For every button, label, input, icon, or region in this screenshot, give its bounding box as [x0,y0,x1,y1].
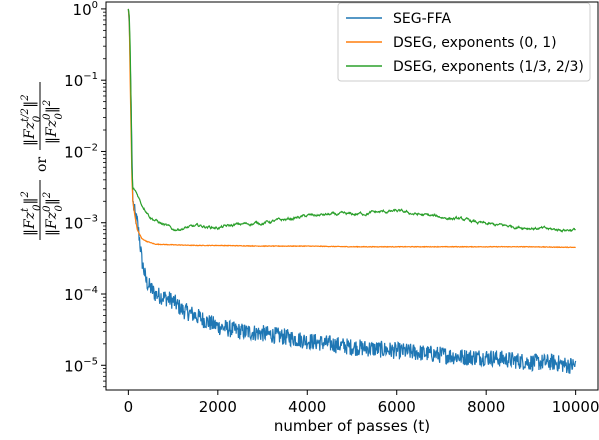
y-tick-label-4: 10−4 [64,285,98,304]
x-axis-label: number of passes (t) [274,417,430,435]
y-tick-label-0: 100 [73,0,98,19]
x-tick-label-4: 8000 [467,398,505,416]
legend-label-dseg-13-23: DSEG, exponents (1/3, 2/3) [393,59,584,75]
series-line-2 [127,8,576,233]
series-layer [127,8,577,374]
y-tick-label-3: 10−3 [64,214,98,233]
svg-text:‖Fz00‖2: ‖Fz00‖2 [42,100,65,144]
y-axis-label: ‖Fzt0‖2 ‖Fz00‖2 or ‖Fzt/20‖2 ‖Fz00‖2 [20,82,65,240]
x-tick-label-3: 6000 [378,398,416,416]
y-tick-label-2: 10−2 [64,142,98,161]
y-tick-label-1: 10−1 [64,71,98,90]
x-tick-label-1: 2000 [199,398,237,416]
legend-label-seg-ffa: SEG-FFA [393,11,451,27]
svg-text:‖Fzt0‖2: ‖Fzt0‖2 [20,191,43,236]
legend-label-dseg-0-1: DSEG, exponents (0, 1) [393,35,557,51]
x-tick-label-5: 10000 [552,398,599,416]
ticks-layer: 0 2000 4000 6000 8000 10000 100 10−1 10−2 10−3 10−… [64,0,599,416]
y-axis-label-or: or [34,157,50,172]
legend: SEG-FFA DSEG, exponents (0, 1) DSEG, exp… [337,2,591,82]
series-line-0 [127,8,577,374]
x-tick-label-2: 4000 [288,398,326,416]
y-axis-label-fraction-1: ‖Fzt0‖2 ‖Fz00‖2 [20,180,65,240]
x-tick-label-0: 0 [124,398,134,416]
y-axis-label-fraction-2: ‖Fzt/20‖2 ‖Fz00‖2 [20,82,65,150]
y-tick-label-5: 10−5 [64,356,98,375]
legend-box [337,2,591,82]
series-line-1 [127,8,576,249]
svg-text:‖Fz00‖2: ‖Fz00‖2 [42,192,65,236]
plot-area-frame [105,1,599,391]
svg-text:‖Fzt/20‖2: ‖Fzt/20‖2 [20,94,43,146]
